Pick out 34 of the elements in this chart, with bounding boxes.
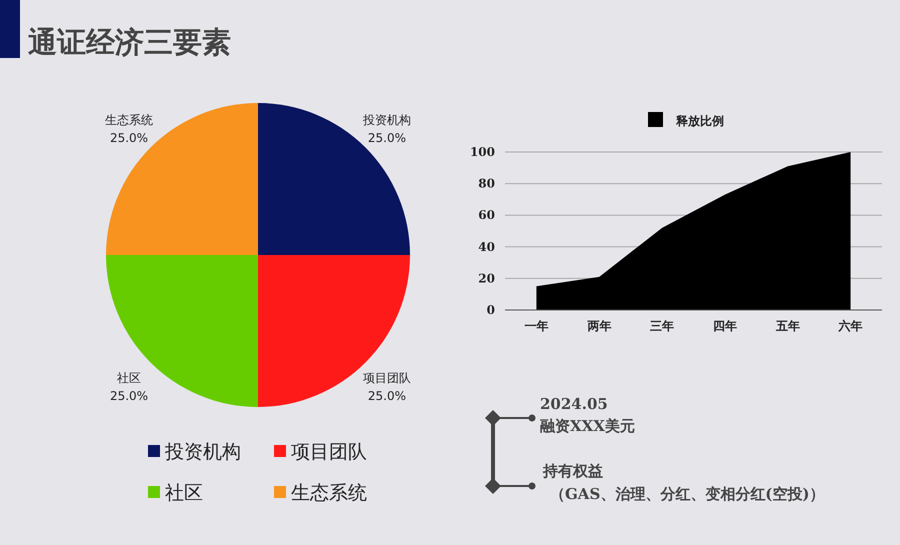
data-label: 25.0% <box>110 388 148 403</box>
x-tick-label: 四年 <box>712 319 737 333</box>
y-tick-label: 80 <box>478 176 495 191</box>
text: 2024.05 <box>540 395 608 413</box>
slice-label: 社区 <box>117 370 142 385</box>
y-tick-label: 20 <box>478 271 495 286</box>
x-tick-label: 五年 <box>774 319 800 333</box>
x-tick-label: 两年 <box>586 319 612 333</box>
pie-slice <box>106 103 258 255</box>
text: 融资XXX美元 <box>540 417 635 435</box>
pie-slice <box>258 255 410 407</box>
slice-label: 投资机构 <box>362 113 411 128</box>
pie-slice <box>106 255 258 407</box>
legend-label: 释放比例 <box>675 114 724 128</box>
slice-label: 生态系统 <box>105 113 154 128</box>
chart-title: 通证经济三要素 <box>28 25 231 59</box>
legend-label: 投资机构 <box>164 441 241 463</box>
x-tick-label: 六年 <box>838 319 863 333</box>
y-tick-label: 100 <box>470 145 495 159</box>
legend-label: 生态系统 <box>291 482 367 504</box>
text: 持有权益 <box>542 462 603 480</box>
data-label: 25.0% <box>110 131 148 146</box>
y-tick-label: 40 <box>478 240 495 254</box>
legend-label: 社区 <box>165 482 203 504</box>
legend-label: 项目团队 <box>291 441 367 463</box>
y-tick-label: 60 <box>478 208 495 222</box>
data-label: 25.0% <box>368 131 406 146</box>
y-tick-label: 0 <box>486 303 495 317</box>
x-tick-label: 一年 <box>524 319 548 333</box>
data-label: 25.0% <box>368 388 406 403</box>
slice-label: 项目团队 <box>362 370 411 385</box>
text: （GAS、治理、分红、变相分红(空投)） <box>550 485 824 503</box>
x-tick-label: 三年 <box>650 319 674 333</box>
pie-slice <box>258 103 410 255</box>
